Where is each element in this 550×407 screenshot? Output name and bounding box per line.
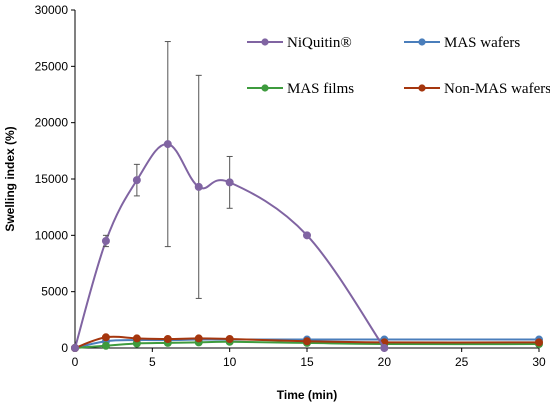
legend: NiQuitin® MAS wafers MAS films Non-MAS wafe… bbox=[247, 35, 550, 97]
data-point bbox=[380, 343, 389, 352]
legend-label: Non-MAS wafers bbox=[444, 81, 550, 97]
x-axis-title: Time (min) bbox=[277, 388, 337, 402]
x-tick-label: 25 bbox=[455, 355, 469, 369]
data-point bbox=[194, 182, 203, 191]
legend-item: NiQuitin® bbox=[247, 35, 352, 51]
data-point bbox=[535, 338, 544, 347]
data-point bbox=[302, 231, 311, 240]
x-tick-label: 5 bbox=[149, 355, 156, 369]
y-tick-label: 10000 bbox=[35, 228, 69, 242]
y-tick-label: 0 bbox=[61, 341, 68, 355]
data-point bbox=[101, 236, 110, 245]
x-tick-label: 0 bbox=[72, 355, 79, 369]
legend-label: MAS wafers bbox=[444, 35, 520, 51]
series-0 bbox=[71, 41, 389, 352]
data-point bbox=[71, 343, 80, 352]
data-point bbox=[101, 333, 110, 342]
data-point bbox=[225, 178, 234, 187]
legend-swatch-marker bbox=[418, 84, 426, 92]
data-point bbox=[194, 334, 203, 343]
x-tick-label: 20 bbox=[378, 355, 392, 369]
y-tick-label: 25000 bbox=[35, 59, 69, 73]
legend-swatch-marker bbox=[261, 38, 269, 46]
legend-item: MAS wafers bbox=[404, 35, 520, 51]
data-point bbox=[225, 334, 234, 343]
axes: 0 5000 10000 15000 20000 25000 30000 0 5 10 15 20 25… bbox=[35, 3, 546, 369]
series-layer bbox=[71, 41, 544, 352]
data-point bbox=[132, 334, 141, 343]
y-tick-label: 5000 bbox=[41, 285, 68, 299]
legend-swatch-marker bbox=[418, 38, 426, 46]
x-tick-label: 30 bbox=[532, 355, 546, 369]
legend-label: MAS films bbox=[287, 81, 354, 97]
x-tick-label: 15 bbox=[300, 355, 314, 369]
y-tick-label: 20000 bbox=[35, 116, 69, 130]
legend-item: MAS films bbox=[247, 81, 354, 97]
y-tick-label: 30000 bbox=[35, 3, 69, 17]
y-axis-title: Swelling index (%) bbox=[3, 126, 17, 231]
x-tick-label: 10 bbox=[223, 355, 237, 369]
data-point bbox=[132, 176, 141, 185]
data-point bbox=[101, 341, 110, 350]
data-point bbox=[163, 334, 172, 343]
legend-label: NiQuitin® bbox=[287, 35, 352, 51]
y-tick-label: 15000 bbox=[35, 172, 69, 186]
data-point bbox=[302, 337, 311, 346]
data-point bbox=[163, 140, 172, 149]
legend-item: Non-MAS wafers bbox=[404, 81, 550, 97]
legend-swatch-marker bbox=[261, 84, 269, 92]
